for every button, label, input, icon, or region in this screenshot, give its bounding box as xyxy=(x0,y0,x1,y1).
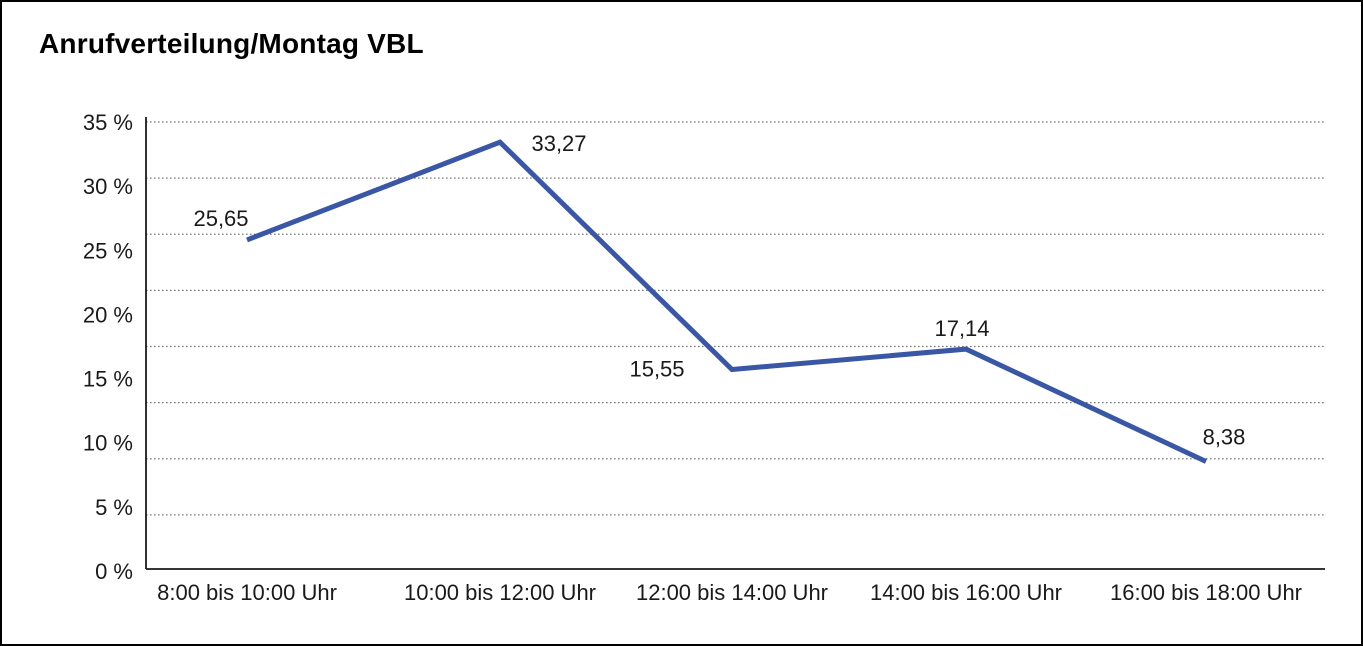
chart-title: Anrufverteilung/Montag VBL xyxy=(39,28,424,59)
data-point-label: 17,14 xyxy=(934,316,989,341)
y-tick-label: 30 % xyxy=(83,174,133,199)
series-line xyxy=(246,139,1208,464)
y-tick-label: 10 % xyxy=(83,431,133,456)
y-tick-label: 5 % xyxy=(95,495,133,520)
data-point-label: 8,38 xyxy=(1203,424,1246,449)
data-point-label: 25,65 xyxy=(193,206,248,231)
data-point-label: 15,55 xyxy=(629,357,684,382)
x-tick-label: 16:00 bis 18:00 Uhr xyxy=(1110,580,1302,605)
y-tick-label: 15 % xyxy=(83,367,133,392)
y-tick-label: 25 % xyxy=(83,238,133,263)
x-tick-label: 10:00 bis 12:00 Uhr xyxy=(404,580,596,605)
y-tick-label: 35 % xyxy=(83,110,133,135)
x-tick-label: 14:00 bis 16:00 Uhr xyxy=(870,580,1062,605)
data-point-label: 33,27 xyxy=(531,131,586,156)
y-tick-label: 0 % xyxy=(95,559,133,584)
x-tick-label: 8:00 bis 10:00 Uhr xyxy=(157,580,337,605)
y-tick-label: 20 % xyxy=(83,302,133,327)
x-tick-label: 12:00 bis 14:00 Uhr xyxy=(636,580,828,605)
